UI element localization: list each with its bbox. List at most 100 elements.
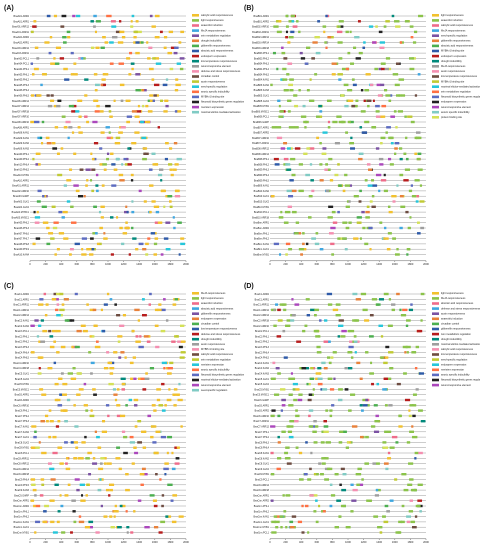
motif-box — [92, 308, 97, 312]
motif-box — [335, 303, 341, 306]
motif-box — [284, 457, 291, 460]
motif-box — [126, 115, 133, 118]
motif-box — [299, 478, 304, 481]
legend-swatch — [192, 343, 199, 346]
motif-box — [142, 388, 147, 391]
motif-box — [126, 120, 130, 124]
motif-box — [309, 99, 315, 102]
motif-box — [348, 200, 351, 203]
gene-label: BnaA02.ARR10 — [12, 190, 30, 193]
motif-box — [313, 420, 317, 423]
motif-box — [316, 351, 322, 354]
motif-box — [86, 179, 89, 182]
motif-box — [370, 361, 373, 365]
gene-label: BnaB09.PHL4 — [254, 174, 270, 177]
motif-box — [34, 430, 37, 433]
motif-box — [305, 441, 308, 444]
motif-box — [121, 163, 124, 166]
motif-box — [287, 99, 292, 102]
motif-box — [141, 430, 146, 433]
motif-box — [404, 351, 407, 354]
motif-box — [332, 308, 339, 312]
motif-box — [368, 226, 373, 230]
motif-box — [414, 367, 418, 370]
x-tick-label: 1800 — [408, 262, 414, 266]
motif-box — [141, 89, 145, 92]
motif-box — [388, 298, 392, 301]
motif-box — [291, 298, 294, 301]
motif-box — [116, 446, 121, 449]
motif-box — [64, 78, 70, 81]
motif-box — [394, 142, 400, 145]
motif-box — [311, 189, 315, 193]
motif-box — [125, 205, 128, 208]
motif-box — [140, 483, 144, 486]
motif-box — [125, 404, 128, 407]
motif-box — [359, 126, 363, 129]
motif-box — [155, 430, 161, 433]
motif-box — [84, 115, 88, 118]
x-tick-label: 400 — [299, 540, 304, 544]
motif-box — [320, 441, 325, 444]
motif-box — [163, 237, 169, 240]
gene-label: BnaC8.PHL4 — [255, 447, 270, 450]
motif-box — [411, 425, 414, 428]
gene-label: BnaB09.KAN1 — [254, 185, 270, 188]
motif-box — [173, 404, 177, 407]
motif-box — [409, 430, 414, 433]
x-tick-label: 0 — [29, 540, 31, 544]
motif-box — [391, 303, 396, 306]
gene-label: BnaA06.PHL4 — [14, 89, 30, 92]
motif-box — [317, 382, 323, 386]
motif-box — [366, 205, 370, 208]
motif-box — [308, 195, 313, 198]
motif-box — [371, 126, 376, 129]
motif-box — [273, 324, 277, 327]
gene-label: BnaA05.PHL1 — [14, 73, 30, 76]
motif-box — [173, 393, 179, 396]
motif-box — [120, 351, 125, 354]
motif-box — [283, 157, 289, 161]
motif-box — [319, 319, 322, 322]
legend-swatch — [192, 373, 199, 377]
motif-box — [134, 446, 137, 449]
motif-box — [344, 173, 348, 177]
motif-box — [129, 435, 134, 439]
legend-label: MeJA responsiveness — [441, 297, 466, 300]
motif-box — [73, 520, 77, 524]
motif-box — [397, 110, 404, 113]
motif-box — [337, 73, 343, 76]
motif-box — [164, 473, 167, 476]
motif-box — [399, 226, 403, 230]
motif-box — [105, 488, 110, 492]
motif-box — [270, 414, 275, 418]
motif-box — [147, 110, 153, 113]
motif-box — [61, 303, 65, 306]
motif-box — [70, 319, 75, 322]
motif-box — [116, 314, 121, 317]
gene-label: BnaC7.PHL2 — [15, 415, 30, 418]
gene-label: BnaC9.GARP — [14, 494, 29, 497]
motif-box — [131, 14, 135, 18]
motif-box — [359, 404, 363, 407]
motif-box — [56, 351, 60, 354]
legend-label: MYBHv1 binding site — [441, 50, 465, 53]
motif-box — [289, 179, 294, 182]
motif-box — [77, 457, 81, 460]
motif-box — [53, 14, 58, 18]
motif-box — [94, 89, 98, 92]
motif-box — [131, 210, 135, 214]
motif-box — [100, 308, 103, 312]
motif-box — [111, 483, 115, 486]
motif-box — [130, 62, 135, 65]
motif-box — [93, 99, 99, 102]
motif-box — [130, 20, 133, 23]
gene-label: BnaA04.PCL1 — [14, 63, 30, 66]
motif-box — [96, 242, 100, 246]
motif-box — [286, 462, 292, 465]
motif-box — [142, 446, 147, 449]
motif-box — [166, 372, 172, 375]
motif-box — [288, 404, 294, 407]
motif-box — [172, 303, 177, 306]
motif-box — [380, 136, 386, 140]
